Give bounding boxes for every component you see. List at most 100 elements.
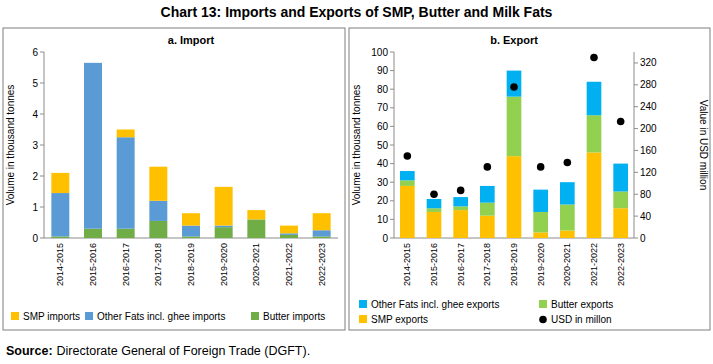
x-tick-label: 2018-2019 [509,243,519,286]
y-tick-label: 90 [377,65,389,76]
bar [247,210,265,219]
source: Source:Directorate General of Foreign Tr… [6,344,310,358]
y2-tick-label: 240 [640,101,657,112]
point [564,159,572,167]
legend: Other Fats incl. ghee exportsButter expo… [359,299,613,325]
bar [427,199,442,208]
y-tick-label: 80 [377,84,389,95]
panel-frame [349,28,710,330]
y-tick [390,107,394,108]
legend-swatch [359,300,367,308]
x-tick-label: 2020-2021 [251,243,261,286]
legend-swatch [251,312,259,320]
x-tick-label: 2022-2023 [317,243,327,286]
y-tick [390,145,394,146]
y-tick-label: 1 [32,202,38,213]
bar [215,226,233,228]
x-tick-label: 2017-2018 [153,243,163,286]
y2-tick-label: 160 [640,145,657,156]
y2-tick-label: 80 [640,189,652,200]
panel-title: b. Export [490,34,538,46]
y2-tick-label: 40 [640,211,652,222]
bar [507,97,522,157]
x-tick-label: 2021-2022 [589,243,599,286]
plot-marks [51,63,330,238]
bar [507,71,522,97]
bar [51,236,69,238]
bar [280,226,298,234]
figure: Chart 13: Imports and Exports of SMP, Bu… [0,0,713,364]
y-tick-label: 100 [371,47,388,58]
legend-swatch [539,300,547,308]
bar [51,173,69,193]
bar [560,231,575,238]
bar [149,167,167,201]
bar [182,226,200,237]
point [537,163,545,171]
bar [117,130,135,138]
panel-frame [3,28,345,330]
bar [400,186,415,238]
bar [280,233,298,235]
y-tick [390,238,394,239]
bar [400,171,415,180]
y-tick [40,52,44,53]
panel-title: a. Import [168,34,215,46]
bar [480,203,495,216]
y-tick [40,145,44,146]
y2-tick-label: 320 [640,57,657,68]
y-tick [390,163,394,164]
bar [182,236,200,238]
y-tick [390,70,394,71]
legend-marker [539,316,547,324]
bar [587,152,602,238]
y-tick-label: 4 [32,109,38,120]
bar [280,235,298,238]
legend-label: Butter imports [263,311,325,322]
bar [613,208,628,238]
y2-axis [634,52,635,238]
y2-tick [634,62,638,63]
y2-tick-label: 200 [640,123,657,134]
y-tick-label: 10 [377,214,389,225]
bar [480,186,495,203]
point [430,190,438,198]
bar [247,219,265,238]
bar [453,197,468,206]
bar [117,229,135,238]
x-tick-label: 2022-2023 [616,243,626,286]
x-tick-label: 2015-2016 [429,243,439,286]
y-tick-label: 70 [377,102,389,113]
bar [613,192,628,209]
legend: SMP importsOther Fats incl. ghee imports… [11,311,325,322]
y-tick-label: 0 [382,233,388,244]
x-tick-label: 2020-2021 [562,243,572,286]
bar [587,82,602,115]
legend-label: Butter exports [551,299,613,310]
y-tick [390,126,394,127]
bar [560,182,575,204]
y2-tick-label: 0 [640,233,646,244]
y-tick-label: 40 [377,158,389,169]
point [510,83,518,91]
y2-tick-label: 120 [640,167,657,178]
bar [507,156,522,238]
bar [84,229,102,238]
y-tick-label: 5 [32,78,38,89]
y2-tick [634,216,638,217]
panel: a. Import0123456Volume in thousand tonne… [3,28,345,330]
point [617,118,625,126]
plot-marks [400,54,628,238]
bar [84,63,102,229]
y2-tick [634,194,638,195]
y-tick-label: 50 [377,140,389,151]
bar [533,212,548,232]
y-tick-label: 3 [32,140,38,151]
bar [149,221,167,238]
figure-title: Chart 13: Imports and Exports of SMP, Bu… [161,4,553,20]
y2-tick [634,128,638,129]
bar [182,213,200,225]
y-tick [40,238,44,239]
y-tick [40,114,44,115]
bar [51,193,69,236]
